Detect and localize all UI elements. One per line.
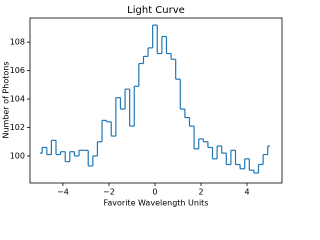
chart-title: Light Curve: [127, 5, 185, 16]
x-tick-label: −2: [103, 188, 115, 197]
x-tick-label: −4: [57, 188, 69, 197]
x-tick-label: 2: [198, 188, 203, 197]
x-axis-label: Favorite Wavelength Units: [104, 199, 209, 208]
plot-frame: [29, 17, 283, 184]
y-tick-label: 100: [10, 151, 25, 160]
y-tick-label: 102: [10, 123, 25, 132]
y-tick-label: 104: [10, 95, 25, 104]
y-tick-label: 106: [10, 66, 25, 75]
y-axis-label: Number of Photons: [2, 62, 11, 139]
y-tick-label: 108: [10, 38, 25, 47]
chart: Light Curve Favorite Wavelength Units Nu…: [2, 5, 283, 208]
x-tick-label: 4: [244, 188, 249, 197]
x-tick-label: 0: [152, 188, 157, 197]
